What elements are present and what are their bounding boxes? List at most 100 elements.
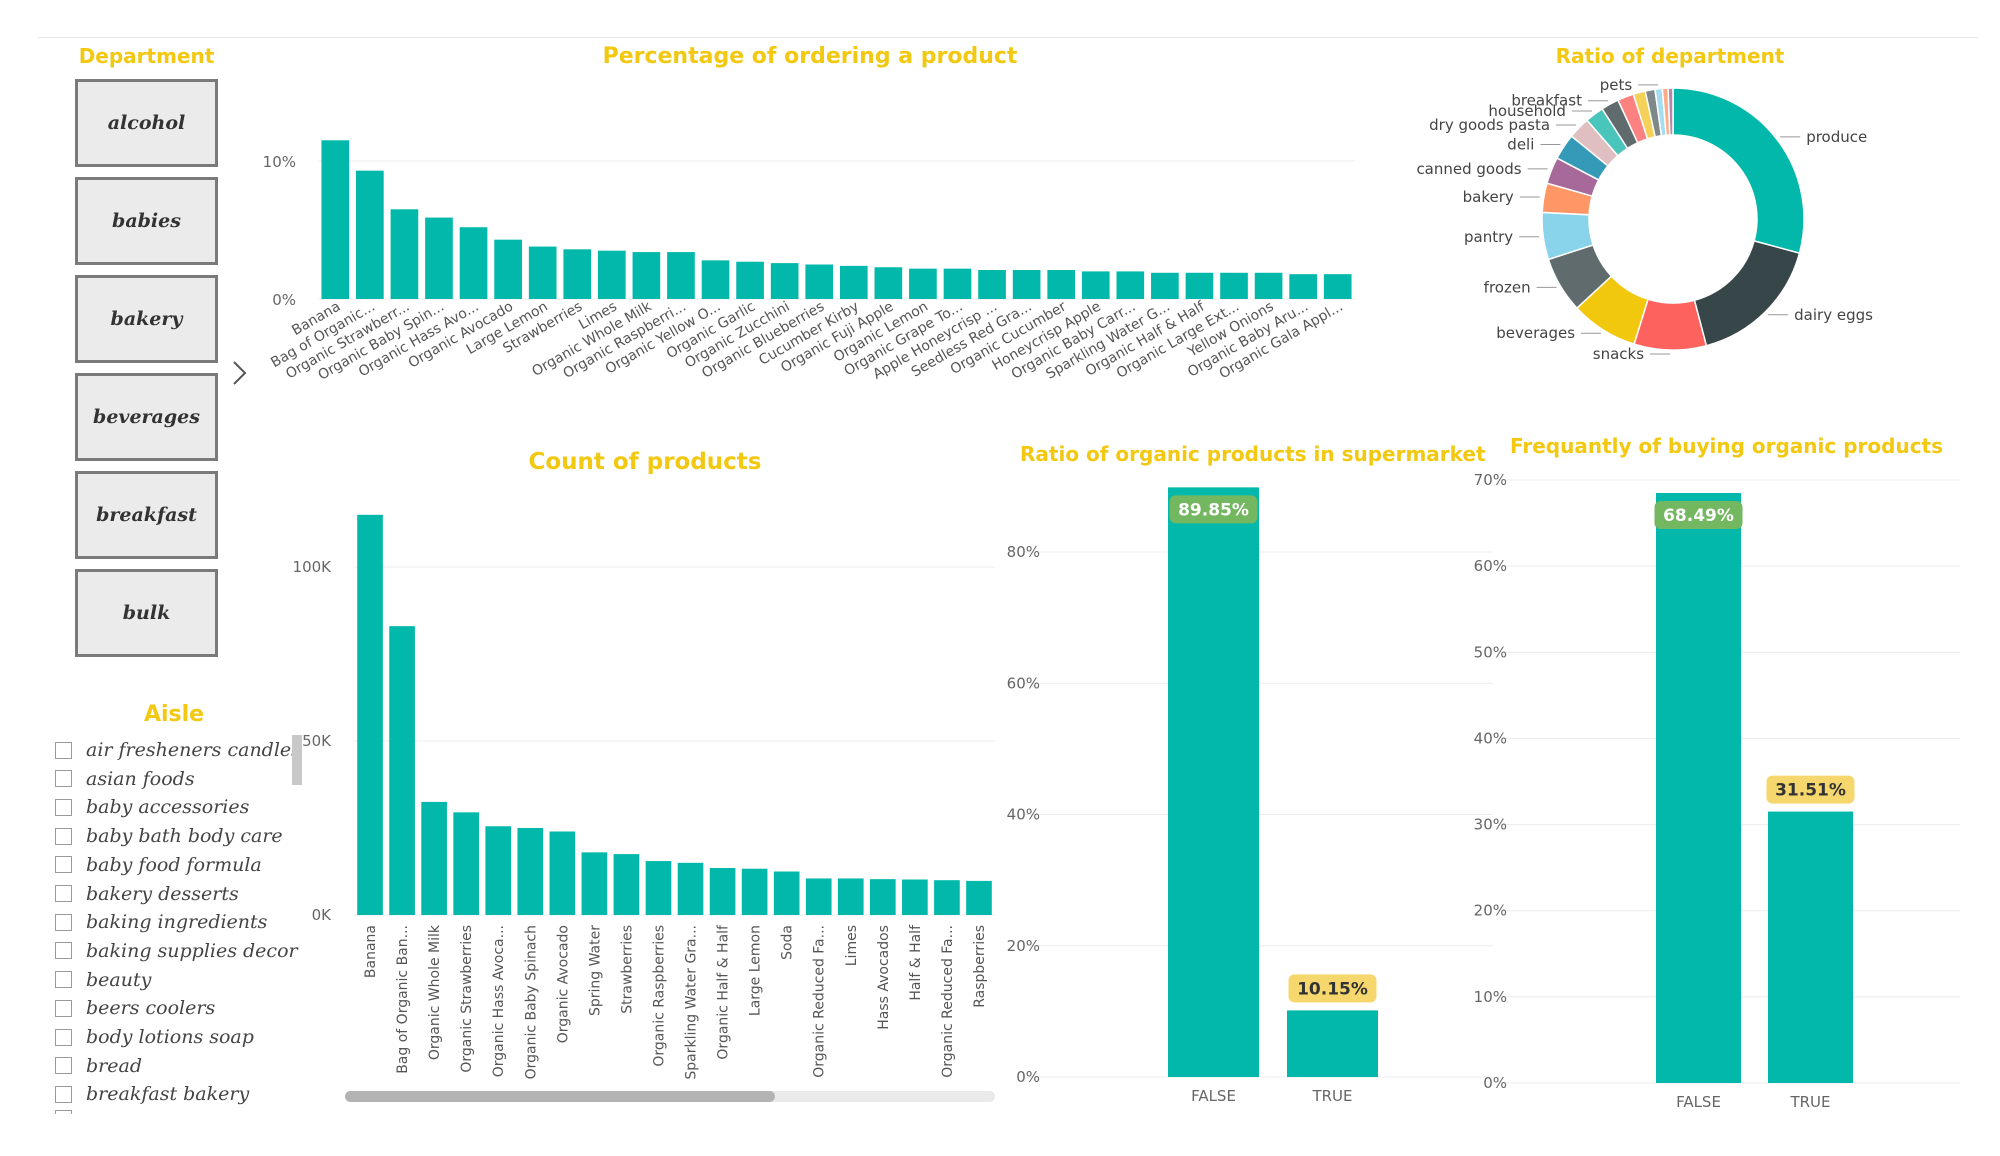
aisle-item[interactable]: breakfast bakery [55,1081,249,1107]
aisle-item[interactable]: baking ingredients [55,909,267,935]
chevron-right-icon[interactable] [228,358,252,388]
dept-ratio-title: Ratio of department [1555,44,1785,68]
organic-ytick: 30% [1474,816,1507,834]
count-xtick: Spring Water [587,925,603,1016]
aisle-checkbox[interactable] [55,1085,72,1103]
pct-bar [909,268,937,299]
count-bar [389,626,415,915]
aisle-checkbox[interactable] [55,885,72,902]
department-button-bulk[interactable]: bulk [75,569,218,657]
pct-bar [1047,270,1076,299]
aisle-item[interactable]: asian foods [55,766,195,792]
pie-slice [1672,87,1805,255]
count-scrollbar-thumb[interactable] [345,1091,775,1102]
count-bar [357,514,383,915]
organic-data-label-bg [1169,495,1258,524]
aisle-checkbox[interactable] [55,827,72,845]
pct-bar [563,249,592,299]
aisle-checkbox[interactable] [55,770,72,788]
aisle-checkbox[interactable] [55,856,72,874]
aisle-item[interactable]: beauty [55,967,151,993]
organic-ytick: 0% [1483,1074,1507,1092]
aisle-item[interactable]: bakery desserts [55,881,239,907]
pct-bar [1081,271,1110,299]
count-xtick: Large Lemon [748,925,764,1016]
aisle-item[interactable]: baby bath body care [55,823,283,849]
organic-xtick: FALSE [1676,1093,1721,1111]
aisle-checkbox[interactable] [55,741,72,759]
organic-ytick: 70% [1474,471,1507,489]
organic-xtick: TRUE [1311,1087,1352,1105]
aisle-item[interactable]: beers coolers [55,995,215,1021]
pie-label: snacks [1593,345,1644,363]
organic-freq-title: Frequantly of buying organic products [1510,434,1944,458]
department-button-alcohol[interactable]: alcohol [75,79,218,167]
count-xtick: Organic Half & Half [716,924,732,1060]
aisle-checkbox[interactable] [55,1057,72,1075]
aisle-checkbox[interactable] [55,913,72,931]
organic-ytick: 40% [1007,806,1040,824]
pie-label: deli [1507,136,1534,154]
count-chart-title: Count of products [528,449,762,475]
aisle-item-label: baking ingredients [86,911,268,934]
pie-label: pets [1600,76,1633,94]
aisle-checkbox[interactable] [55,971,72,989]
aisle-item-label: beers coolers [86,997,216,1020]
aisle-item[interactable]: bread [55,1053,142,1079]
pct-bar [1185,272,1214,299]
organic-data-label-bg [1654,501,1743,530]
count-xtick: Organic Baby Spinach [523,925,539,1079]
department-button-babies[interactable]: babies [75,177,218,265]
aisle-checkbox[interactable] [55,942,72,960]
pie-label: produce [1806,128,1867,146]
count-bar [934,880,960,915]
department-button-beverages[interactable]: beverages [75,373,218,461]
pct-bar [839,265,868,299]
aisle-item-label: breakfast bakery [86,1083,250,1106]
aisle-item[interactable]: body lotions soap [55,1024,254,1050]
count-xtick: Organic Avocado [555,925,571,1043]
count-xtick: Organic Reduced Fa... [812,925,828,1078]
aisle-title: Aisle [143,702,205,727]
pct-bar [1116,271,1145,299]
pie-label: pantry [1464,228,1513,246]
pct-bar [1151,272,1179,299]
organic-bar [1656,493,1741,1083]
organic-ytick: 10% [1474,988,1507,1006]
count-xtick: Raspberries [972,925,988,1008]
aisle-item[interactable]: baby food formula [55,852,262,878]
pct-bar [459,227,488,299]
aisle-item[interactable]: air fresheners candles [55,737,301,763]
aisle-item[interactable]: baking supplies decor [55,938,298,964]
aisle-scrollbar-thumb[interactable] [292,735,302,785]
organic-ytick: 50% [1474,643,1507,661]
pct-bar [805,264,834,299]
pct-bar [736,261,764,299]
aisle-checkbox[interactable] [55,798,72,816]
aisle-item-label: baby bath body care [86,825,283,848]
aisle-checkbox[interactable] [55,1028,72,1046]
organic-bar [1287,1010,1378,1077]
department-button-bakery[interactable]: bakery [75,275,218,363]
count-xtick: Organic Raspberries [651,925,667,1067]
count-xtick: Limes [844,925,860,966]
aisle-checkbox[interactable] [55,999,72,1017]
organic-bar [1768,811,1853,1083]
chevron-right-icon-svg [233,361,247,385]
pct-bar [1220,272,1248,299]
organic-data-label: 31.51% [1775,781,1846,801]
count-xtick: Bag of Organic Ban... [395,925,411,1074]
pct-bar [943,268,972,299]
aisle-item[interactable]: baby accessories [55,794,249,820]
organic-ytick: 20% [1474,902,1507,920]
pct-bar [425,217,453,299]
count-xtick: Sparkling Water Gra... [684,925,700,1080]
count-ytick: 100K [293,558,333,576]
aisle-item-label: body lotions soap [86,1026,254,1048]
pct-bar [667,252,695,299]
department-button-breakfast[interactable]: breakfast [75,471,218,559]
